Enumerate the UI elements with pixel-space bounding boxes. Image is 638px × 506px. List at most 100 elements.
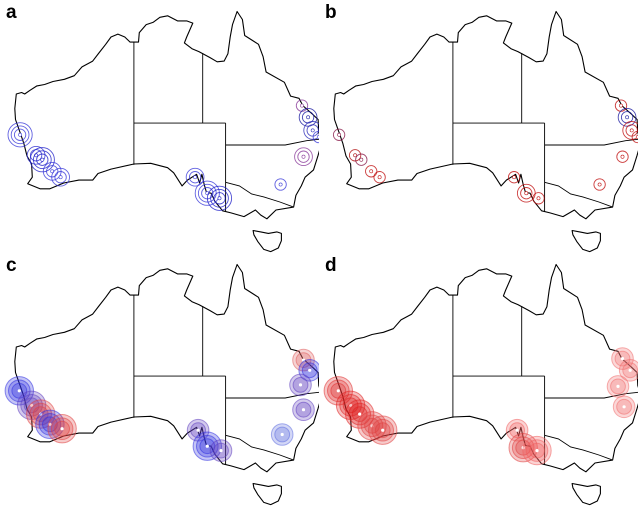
map-panel-a: a <box>0 0 319 253</box>
panel-label: c <box>6 255 17 276</box>
map-panel-d: d <box>319 253 638 506</box>
map-panel-c: c <box>0 253 319 506</box>
site-marker-sa-3 <box>532 192 545 205</box>
marker-center <box>316 135 319 139</box>
marker-center <box>58 175 63 180</box>
marker-center <box>377 175 382 180</box>
marker-ring <box>7 122 33 148</box>
site-marker-sa-3 <box>209 439 233 462</box>
site-marker-qld-4 <box>312 130 319 144</box>
site-marker-sw-5 <box>368 415 398 445</box>
marker-ring <box>298 107 318 127</box>
marker-ring <box>32 150 52 170</box>
marker-center <box>381 428 385 432</box>
state-border-5 <box>225 138 319 146</box>
marker-center <box>535 449 539 453</box>
site-marker-sw-4 <box>365 165 378 178</box>
marker-center <box>625 115 630 120</box>
panel-label: a <box>6 2 17 23</box>
tasmania-coastline <box>571 229 601 253</box>
marker-center <box>301 154 306 159</box>
marker-ring <box>312 130 319 144</box>
marker-ring <box>29 147 55 173</box>
state-border-6 <box>544 181 613 208</box>
marker-center <box>628 368 632 372</box>
marker-center <box>515 428 519 432</box>
marker-ring <box>348 149 362 162</box>
marker-center <box>616 384 620 388</box>
site-marker-nsw-2 <box>593 178 606 191</box>
marker-ring <box>54 171 67 184</box>
australia-map <box>323 263 638 506</box>
site-marker-sw-1 <box>332 128 346 141</box>
site-marker-qld-1 <box>295 99 309 112</box>
marker-ring <box>332 128 346 141</box>
marker-ring <box>46 165 59 178</box>
marker-center <box>301 408 306 412</box>
marker-ring <box>210 188 229 208</box>
marker-ring <box>593 178 606 191</box>
state-border-6 <box>225 181 294 208</box>
tasmania-coastline <box>252 229 282 253</box>
marker-ring <box>303 121 319 140</box>
panel-label: b <box>325 2 337 23</box>
marker-center <box>597 182 602 187</box>
site-marker-qld-3 <box>606 375 630 398</box>
site-marker-nsw-1 <box>616 150 629 163</box>
state-border-6 <box>544 434 613 461</box>
australia-map <box>7 10 319 253</box>
marker-ring <box>617 107 637 127</box>
site-marker-sa-1 <box>185 167 205 187</box>
marker-center <box>298 383 303 387</box>
tasmania-coastline <box>571 482 601 506</box>
marker-center <box>337 132 342 137</box>
marker-ring <box>13 128 27 141</box>
marker-center <box>280 432 284 437</box>
site-marker-qld-3 <box>289 373 312 397</box>
site-marker-sw-4 <box>357 411 387 441</box>
marker-ring <box>365 165 378 178</box>
marker-center <box>217 196 222 201</box>
marker-center <box>18 132 23 137</box>
marker-ring <box>206 185 233 211</box>
site-marker-qld-3 <box>303 121 319 140</box>
marker-ring <box>297 150 310 163</box>
state-border-5 <box>544 391 638 399</box>
site-marker-sw-1 <box>7 122 33 148</box>
mainland-coastline <box>333 10 638 220</box>
site-marker-nsw-2 <box>270 423 294 446</box>
marker-center <box>205 444 209 448</box>
state-border-5 <box>225 391 319 399</box>
marker-center <box>359 157 364 162</box>
site-marker-nsw-1 <box>612 395 636 419</box>
marker-center <box>619 103 623 108</box>
marker-center <box>300 103 304 108</box>
marker-center <box>622 405 626 409</box>
marker-ring <box>26 145 46 165</box>
marker-center <box>306 115 311 120</box>
site-marker-nsw-2 <box>274 178 287 191</box>
marker-center <box>308 368 312 372</box>
marker-ring <box>36 153 49 166</box>
site-marker-qld-2 <box>617 107 637 127</box>
marker-ring <box>51 167 70 187</box>
site-marker-sw-2 <box>16 390 47 421</box>
marker-ring <box>532 192 545 205</box>
site-marker-sa-3 <box>522 435 552 466</box>
marker-ring <box>507 171 521 184</box>
marker-ring <box>188 171 202 184</box>
marker-ring <box>616 150 629 163</box>
marker-center <box>17 389 21 393</box>
mainland-coastline <box>333 263 638 473</box>
site-marker-nsw-1 <box>292 398 315 421</box>
marker-ring <box>10 125 30 145</box>
tasmania-coastline <box>252 482 282 506</box>
marker-center <box>620 154 625 159</box>
marker-ring <box>274 178 287 191</box>
site-marker-sa-2 <box>194 180 220 206</box>
australia-map <box>332 10 638 253</box>
site-marker-sa-2 <box>192 431 223 461</box>
australia-map <box>4 263 319 506</box>
marker-center <box>193 175 198 180</box>
state-border-5 <box>544 138 638 146</box>
